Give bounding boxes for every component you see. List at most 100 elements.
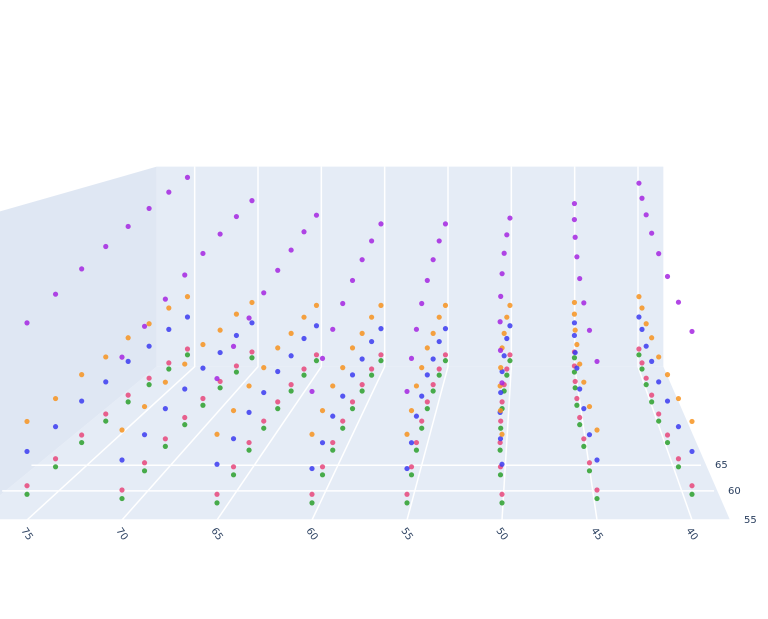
- point: [249, 355, 255, 361]
- point: [639, 326, 645, 332]
- x-tick-label: 75: [18, 526, 34, 543]
- point: [249, 198, 255, 204]
- point: [498, 425, 504, 431]
- point: [430, 330, 436, 336]
- point: [498, 365, 504, 371]
- point: [498, 293, 504, 299]
- point: [419, 300, 425, 307]
- point: [430, 257, 436, 263]
- point: [413, 413, 420, 419]
- point: [349, 372, 356, 378]
- point: [378, 352, 384, 358]
- point: [146, 321, 152, 327]
- point: [499, 431, 505, 437]
- point: [594, 457, 600, 463]
- point: [246, 409, 252, 415]
- point: [246, 447, 252, 453]
- point: [359, 330, 365, 336]
- point: [359, 382, 365, 388]
- point: [572, 385, 578, 391]
- point: [52, 464, 59, 470]
- point: [162, 296, 168, 302]
- point: [442, 221, 449, 227]
- point: [572, 327, 578, 333]
- point: [643, 382, 649, 388]
- point: [408, 464, 415, 470]
- point: [330, 326, 336, 332]
- point: [319, 355, 326, 362]
- point: [675, 299, 682, 305]
- point: [301, 372, 307, 378]
- point: [581, 443, 587, 449]
- point: [319, 407, 326, 414]
- point: [442, 358, 449, 364]
- point: [340, 365, 346, 371]
- x-grid-line: [501, 166, 513, 521]
- point: [141, 323, 148, 329]
- point: [436, 314, 442, 320]
- point: [24, 418, 30, 425]
- point: [288, 388, 294, 394]
- x-tick-label: 65: [208, 526, 224, 543]
- point: [288, 382, 294, 388]
- point: [656, 379, 662, 385]
- point: [79, 439, 85, 446]
- point: [340, 425, 346, 431]
- point: [689, 491, 695, 497]
- y-tick-label: 65: [715, 460, 728, 471]
- point: [319, 464, 326, 470]
- point: [182, 414, 188, 421]
- point: [340, 300, 346, 307]
- point: [436, 372, 442, 378]
- point: [497, 407, 504, 414]
- point: [301, 366, 307, 372]
- point: [184, 294, 191, 300]
- point: [217, 385, 223, 391]
- point: [52, 456, 59, 462]
- point: [119, 487, 125, 493]
- point: [689, 328, 695, 335]
- point: [424, 372, 430, 378]
- x-tick-label: 50: [493, 526, 509, 543]
- point: [501, 250, 507, 256]
- point: [574, 395, 580, 402]
- point: [125, 358, 131, 364]
- x-tick-label: 45: [588, 526, 604, 543]
- back-wall: [156, 166, 664, 367]
- x-grid-line: [26, 166, 196, 521]
- point: [594, 487, 600, 493]
- point: [436, 366, 442, 372]
- point: [330, 439, 336, 446]
- point: [313, 323, 320, 329]
- point: [572, 349, 578, 356]
- point: [301, 229, 307, 235]
- point: [499, 399, 505, 405]
- point: [675, 395, 682, 402]
- point: [309, 491, 315, 497]
- point: [146, 343, 152, 349]
- point: [125, 392, 131, 398]
- point: [643, 375, 649, 381]
- point: [166, 326, 172, 332]
- point: [689, 418, 695, 425]
- point: [636, 180, 642, 186]
- point: [230, 464, 237, 470]
- point: [571, 320, 578, 326]
- point: [577, 386, 583, 392]
- point: [424, 345, 430, 351]
- point: [636, 314, 642, 320]
- point: [504, 232, 510, 238]
- point: [288, 330, 294, 336]
- point: [162, 436, 168, 442]
- point: [79, 372, 85, 378]
- point: [275, 406, 281, 412]
- point: [636, 346, 642, 352]
- point: [675, 464, 682, 470]
- point: [501, 353, 507, 359]
- point: [413, 383, 420, 389]
- point: [404, 500, 410, 506]
- x-tick-label: 60: [303, 526, 319, 543]
- point: [217, 231, 223, 237]
- point: [498, 418, 504, 424]
